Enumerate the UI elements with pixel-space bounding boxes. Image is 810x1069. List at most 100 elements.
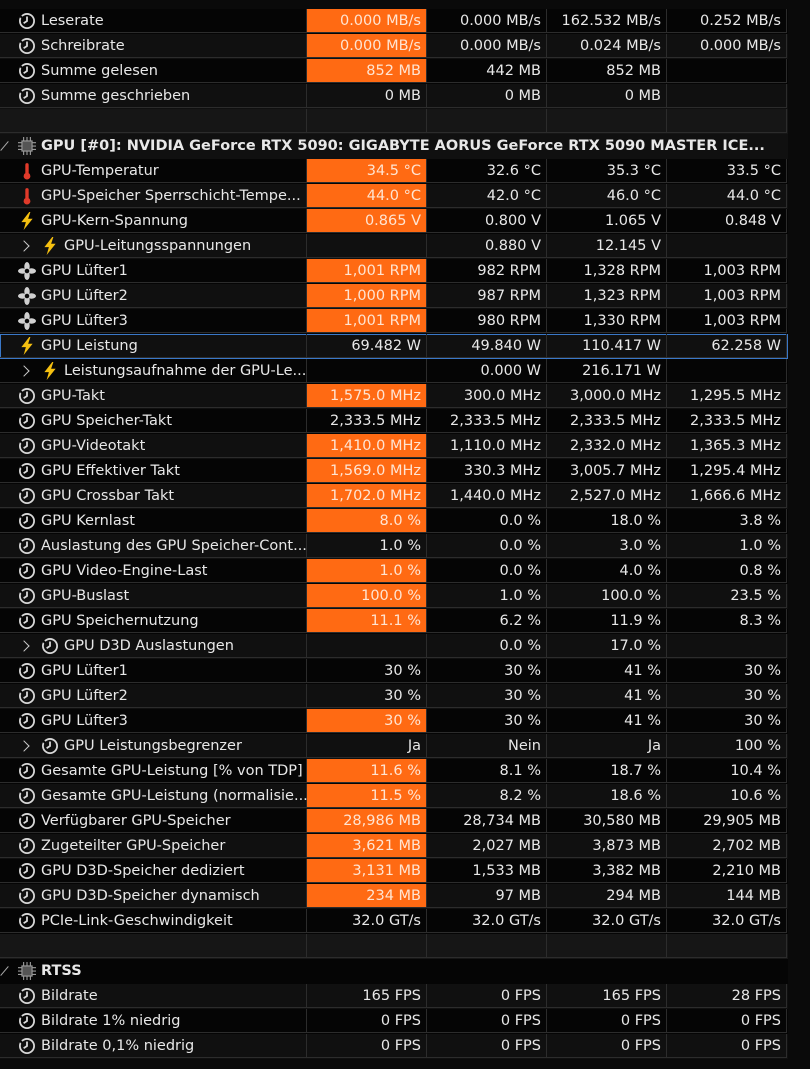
name-cell <box>0 234 307 258</box>
sensor-row[interactable]: Summe geschrieben 0 MB 0 MB 0 MB <box>0 84 788 109</box>
sensor-label: GPU Lüfter2 <box>41 688 128 704</box>
name-cell <box>0 984 307 1008</box>
sensor-row[interactable]: GPU-Temperatur 34.5 °C 32.6 °C 35.3 °C 33.5 … <box>0 159 788 184</box>
sensor-row[interactable]: GPU Effektiver Takt 1,569.0 MHz 330.3 MHz 3… <box>0 459 788 484</box>
clock-icon <box>18 488 35 504</box>
sensor-value: 32.0 GT/s <box>667 909 787 933</box>
sensor-row[interactable]: Auslastung des GPU Speicher-Cont... 1.0 %… <box>0 534 788 559</box>
clock-icon <box>18 63 35 79</box>
tree-line <box>0 141 9 151</box>
sensor-row[interactable]: GPU Speicher-Takt 2,333.5 MHz 2,333.5 MHz 2… <box>0 409 788 434</box>
sensor-row[interactable]: GPU Lüfter2 30 % 30 % 41 % 30 % <box>0 684 788 709</box>
sensor-row[interactable]: GPU D3D Auslastungen 0.0 % 17.0 % <box>0 634 788 659</box>
sensor-value: 42.0 °C <box>427 184 547 208</box>
sensor-row[interactable]: PCIe-Link-Geschwindigkeit 32.0 GT/s 32.0 G… <box>0 909 788 934</box>
sensor-label: Gesamte GPU-Leistung [% von TDP] <box>41 763 303 779</box>
sensor-value: 2,333.5 MHz <box>667 409 787 433</box>
sensor-row[interactable]: Summe gelesen 852 MB 442 MB 852 MB <box>0 59 788 84</box>
name-cell <box>0 709 307 733</box>
name-cell <box>0 284 307 308</box>
sensor-row[interactable]: GPU Lüfter1 1,001 RPM 982 RPM 1,328 RPM 1,00… <box>0 259 788 284</box>
sensor-label: GPU Video-Engine-Last <box>41 563 208 579</box>
sensor-value: 330.3 MHz <box>427 459 547 483</box>
value-cell <box>547 934 667 958</box>
sensor-row[interactable]: GPU Leistungsbegrenzer Ja Nein Ja 100 % <box>0 734 788 759</box>
sensor-row[interactable]: GPU D3D-Speicher dediziert 3,131 MB 1,533 … <box>0 859 788 884</box>
sensor-row[interactable]: GPU D3D-Speicher dynamisch 234 MB 97 MB 294… <box>0 884 788 909</box>
sensor-value: 1,702.0 MHz <box>307 484 427 508</box>
sensor-label: GPU Lüfter1 <box>41 663 128 679</box>
sensor-row[interactable]: Bildrate 1% niedrig 0 FPS 0 FPS 0 FPS 0 FPS <box>0 1009 788 1034</box>
sensor-row[interactable]: GPU Lüfter3 30 % 30 % 41 % 30 % <box>0 709 788 734</box>
sensor-row[interactable]: GPU-Kern-Spannung 0.865 V 0.800 V 1.065 V 0.… <box>0 209 788 234</box>
name-cell <box>0 434 307 458</box>
name-cell <box>0 1009 307 1033</box>
thermo-icon <box>23 188 31 205</box>
clock-icon <box>18 438 35 454</box>
sensor-value: 3.0 % <box>547 534 667 558</box>
sensor-value: 0 FPS <box>667 1034 787 1058</box>
sensor-row[interactable]: Schreibrate 0.000 MB/s 0.000 MB/s 0.024 MB/… <box>0 34 788 59</box>
sensor-label: GPU Speicher-Takt <box>41 413 173 429</box>
sensor-row[interactable]: GPU Crossbar Takt 1,702.0 MHz 1,440.0 MHz 2… <box>0 484 788 509</box>
sensor-row[interactable]: Gesamte GPU-Leistung (normalisie... 11.5 … <box>0 784 788 809</box>
value-cell <box>427 934 547 958</box>
sensor-row[interactable]: GPU Speichernutzung 11.1 % 6.2 % 11.9 % 8.3 … <box>0 609 788 634</box>
sensor-row[interactable]: GPU Lüfter2 1,000 RPM 987 RPM 1,323 RPM 1,00… <box>0 284 788 309</box>
sensor-value: 1,003 RPM <box>667 309 787 333</box>
sensor-value: 0.880 V <box>427 234 547 258</box>
sensor-row[interactable]: GPU Lüfter3 1,001 RPM 980 RPM 1,330 RPM 1,00… <box>0 309 788 334</box>
sensor-row[interactable]: GPU Video-Engine-Last 1.0 % 0.0 % 4.0 % 0.8 … <box>0 559 788 584</box>
name-cell <box>0 259 307 283</box>
sensor-row[interactable]: GPU Lüfter1 30 % 30 % 41 % 30 % <box>0 659 788 684</box>
sensor-row[interactable]: Bildrate 0,1% niedrig 0 FPS 0 FPS 0 FPS 0 FP… <box>0 1034 788 1059</box>
sensor-value: 30 % <box>427 684 547 708</box>
sensor-value: 0.0 % <box>427 534 547 558</box>
sensor-row[interactable]: GPU Leistung 69.482 W 49.840 W 110.417 W 62.… <box>0 334 788 359</box>
sensor-value: 1,410.0 MHz <box>307 434 427 458</box>
sensor-value: 1,110.0 MHz <box>427 434 547 458</box>
sensor-value: 2,027 MB <box>427 834 547 858</box>
sensor-row[interactable]: GPU-Videotakt 1,410.0 MHz 1,110.0 MHz 2,332… <box>0 434 788 459</box>
clock-icon <box>18 688 35 704</box>
sensor-value: 30 % <box>667 659 787 683</box>
sensor-value: 0 MB <box>547 84 667 108</box>
sensor-value: 0.000 MB/s <box>307 9 427 33</box>
sensor-value: 1,330 RPM <box>547 309 667 333</box>
sensor-value: 0 FPS <box>547 1034 667 1058</box>
sensor-row[interactable]: Zugeteilter GPU-Speicher 3,621 MB 2,027 MB… <box>0 834 788 859</box>
group-row[interactable]: GPU [#0]: NVIDIA GeForce RTX 5090: GIGAB… <box>0 134 788 159</box>
sensor-value: 0.000 MB/s <box>427 34 547 58</box>
clock-icon <box>18 38 35 54</box>
sensor-row[interactable]: Bildrate 165 FPS 0 FPS 165 FPS 28 FPS <box>0 984 788 1009</box>
clock-icon <box>41 638 58 654</box>
sensor-row[interactable]: GPU Kernlast 8.0 % 0.0 % 18.0 % 3.8 % <box>0 509 788 534</box>
sensor-value: 1,569.0 MHz <box>307 459 427 483</box>
sensor-value: Ja <box>547 734 667 758</box>
sensor-value: 1.0 % <box>427 584 547 608</box>
sensor-value: 0 FPS <box>427 984 547 1008</box>
sensor-value: 17.0 % <box>547 634 667 658</box>
sensor-value: 28,986 MB <box>307 809 427 833</box>
sensor-value: 2,332.0 MHz <box>547 434 667 458</box>
sensor-value: 100 % <box>667 734 787 758</box>
sensor-row[interactable]: Leserate 0.000 MB/s 0.000 MB/s 162.532 MB/s… <box>0 9 788 34</box>
sensor-row[interactable]: Gesamte GPU-Leistung [% von TDP] 11.6 % 8.… <box>0 759 788 784</box>
sensor-value: 2,333.5 MHz <box>307 409 427 433</box>
clock-icon <box>18 788 35 804</box>
sensor-row[interactable]: GPU-Takt 1,575.0 MHz 300.0 MHz 3,000.0 MHz 1… <box>0 384 788 409</box>
sensor-row[interactable]: GPU-Speicher Sperrschicht-Tempe... 44.0 °… <box>0 184 788 209</box>
sensor-value: 69.482 W <box>307 334 427 358</box>
sensor-row[interactable]: GPU-Buslast 100.0 % 1.0 % 100.0 % 23.5 % <box>0 584 788 609</box>
group-row[interactable]: RTSS <box>0 959 788 984</box>
sensor-value: 30 % <box>427 709 547 733</box>
sensor-value: 3,000.0 MHz <box>547 384 667 408</box>
sensor-row[interactable]: Verfügbarer GPU-Speicher 28,986 MB 28,734 … <box>0 809 788 834</box>
sensor-value: 0.8 % <box>667 559 787 583</box>
sensor-row[interactable]: GPU-Leitungsspannungen 0.880 V 12.145 V <box>0 234 788 259</box>
sensor-row[interactable]: Leistungsaufnahme der GPU-Le... 0.000 W 21… <box>0 359 788 384</box>
sensor-value: 32.0 GT/s <box>547 909 667 933</box>
clock-icon <box>18 888 35 904</box>
sensor-label: GPU-Speicher Sperrschicht-Tempe... <box>41 188 301 204</box>
value-cell <box>427 109 547 133</box>
